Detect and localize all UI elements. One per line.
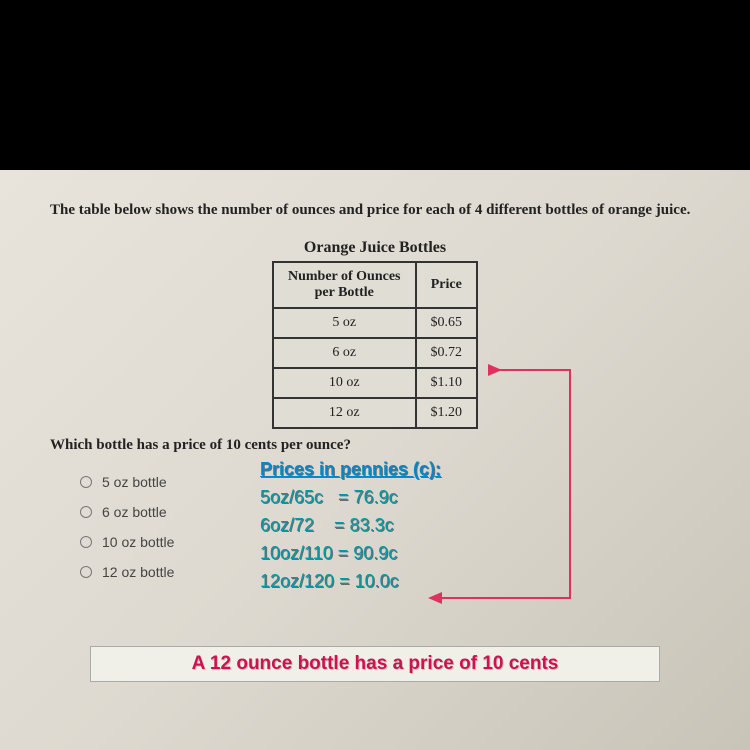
option-label: 5 oz bottle [102,474,167,490]
cell-price: $0.72 [416,338,478,368]
annotation-line: 5oz/65c = 76.9c [260,484,441,512]
header-price: Price [416,262,478,308]
data-table: Number of Ounces per Bottle Price 5 oz $… [272,261,478,429]
options-area: 5 oz bottle 6 oz bottle 10 oz bottle 12 … [50,474,700,580]
cell-oz: 12 oz [273,398,416,428]
cell-oz: 6 oz [273,338,416,368]
question-text: Which bottle has a price of 10 cents per… [50,437,700,454]
radio-icon [80,506,92,518]
annotation-line: 10oz/110 = 90.9c [260,540,441,568]
annotation-line: 6oz/72 = 83.3c [260,512,441,540]
handwritten-annotation: Prices in pennies (c): 5oz/65c = 76.9c 6… [260,456,441,595]
answer-banner: A 12 ounce bottle has a price of 10 cent… [90,646,660,682]
cell-price: $1.10 [416,368,478,398]
option-label: 12 oz bottle [102,564,174,580]
header-ounces-line2: per Bottle [315,285,374,300]
worksheet-screen: The table below shows the number of ounc… [0,170,750,750]
option-label: 6 oz bottle [102,504,167,520]
cell-oz: 5 oz [273,308,416,338]
cell-oz: 10 oz [273,368,416,398]
header-ounces-line1: Number of Ounces [288,269,401,284]
cell-price: $1.20 [416,398,478,428]
radio-icon [80,536,92,548]
table-row: 5 oz $0.65 [273,308,477,338]
table-row: 12 oz $1.20 [273,398,477,428]
radio-icon [80,476,92,488]
table-title: Orange Juice Bottles [50,239,700,257]
annotation-title: Prices in pennies (c): [260,456,441,484]
table-row: 10 oz $1.10 [273,368,477,398]
annotation-line: 12oz/120 = 10.0c [260,568,441,596]
header-ounces: Number of Ounces per Bottle [273,262,416,308]
question-prompt: The table below shows the number of ounc… [50,200,700,221]
table-header-row: Number of Ounces per Bottle Price [273,262,477,308]
radio-icon [80,566,92,578]
cell-price: $0.65 [416,308,478,338]
option-label: 10 oz bottle [102,534,174,550]
table-row: 6 oz $0.72 [273,338,477,368]
